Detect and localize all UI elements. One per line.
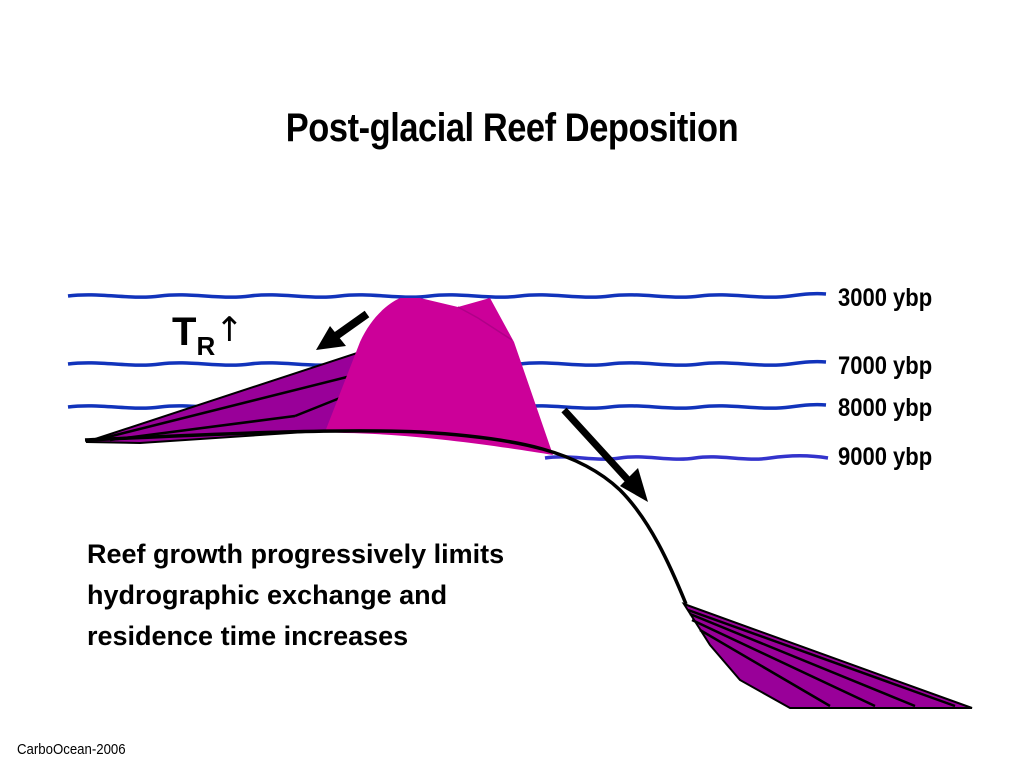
caption-line: hydrographic exchange and <box>87 580 448 610</box>
sea-level-line-9000 <box>544 454 829 461</box>
residence-time-subscript: R <box>196 331 216 361</box>
sea-level-label-9000: 9000 ybp <box>838 443 933 471</box>
fore-reef-layer-line <box>691 618 876 708</box>
reef-crest-line <box>457 306 513 341</box>
residence-time-symbol: TR↑ <box>172 310 244 359</box>
fore-reef-sediment <box>681 602 973 709</box>
sea-level-label-3000: 3000 ybp <box>838 284 933 312</box>
residence-time-t: T <box>172 310 197 354</box>
back-reef-layer-line <box>294 394 346 418</box>
increase-arrow-icon: ↑ <box>215 310 244 350</box>
footer-credit: CarboOcean-2006 <box>17 741 126 758</box>
platform-profile <box>84 429 688 605</box>
diagram-caption: Reef growth progressively limits hydrogr… <box>87 534 504 657</box>
sea-level-label-7000: 7000 ybp <box>838 352 933 380</box>
slide-title: Post-glacial Reef Deposition <box>285 106 739 150</box>
fore-reef-layer-line <box>699 628 831 708</box>
reef-body <box>325 298 553 455</box>
sea-level-label-8000: 8000 ybp <box>838 394 933 422</box>
caption-line: residence time increases <box>87 621 409 651</box>
caption-line: Reef growth progressively limits <box>87 539 505 569</box>
fore-reef-layer-line <box>689 612 916 708</box>
back-reef-layer-line <box>95 373 356 442</box>
outflow-arrow <box>561 407 648 502</box>
fore-reef-layer-line <box>687 608 956 708</box>
sea-level-line-3000 <box>67 291 827 299</box>
inflow-arrow <box>316 310 370 350</box>
